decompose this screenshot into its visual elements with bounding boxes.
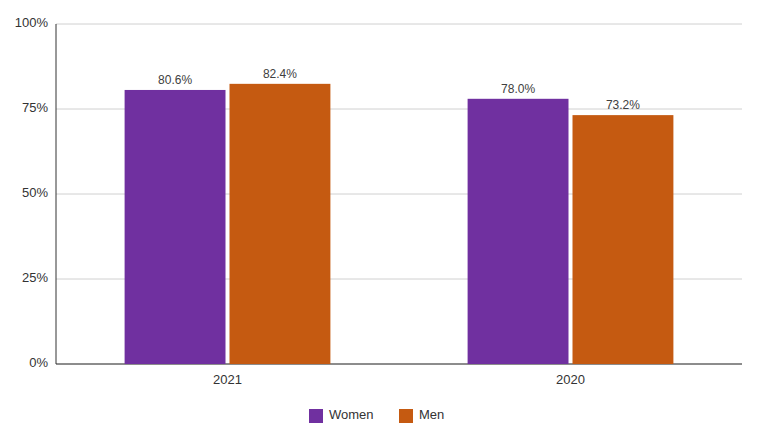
bars (125, 84, 674, 364)
legend-swatch (399, 409, 413, 423)
y-tick-label: 50% (22, 185, 48, 200)
data-label: 82.4% (263, 67, 297, 81)
y-axis-line (56, 24, 57, 364)
data-label: 78.0% (501, 82, 535, 96)
data-labels: 80.6% 82.4% 78.0% 73.2% (158, 67, 640, 112)
x-tick-label: 2021 (213, 372, 242, 387)
bar (573, 115, 674, 364)
y-tick-label: 25% (22, 270, 48, 285)
bar (468, 99, 569, 364)
legend-swatch (309, 409, 323, 423)
legend: Women Men (309, 407, 444, 423)
data-label: 73.2% (606, 98, 640, 112)
bar (125, 90, 226, 364)
y-tick-label: 100% (15, 15, 49, 30)
chart: 0% 25% 50% 75% 100% 80.6% 82.4% 78.0% 73.2% 2021 2… (0, 0, 766, 442)
y-tick-label: 0% (29, 355, 48, 370)
bar (230, 84, 331, 364)
x-tick-label: 2020 (556, 372, 585, 387)
data-label: 80.6% (158, 73, 192, 87)
y-tick-label: 75% (22, 100, 48, 115)
grid-line (56, 24, 742, 25)
legend-label: Women (329, 407, 374, 422)
grid (56, 24, 742, 364)
legend-label: Men (419, 407, 444, 422)
